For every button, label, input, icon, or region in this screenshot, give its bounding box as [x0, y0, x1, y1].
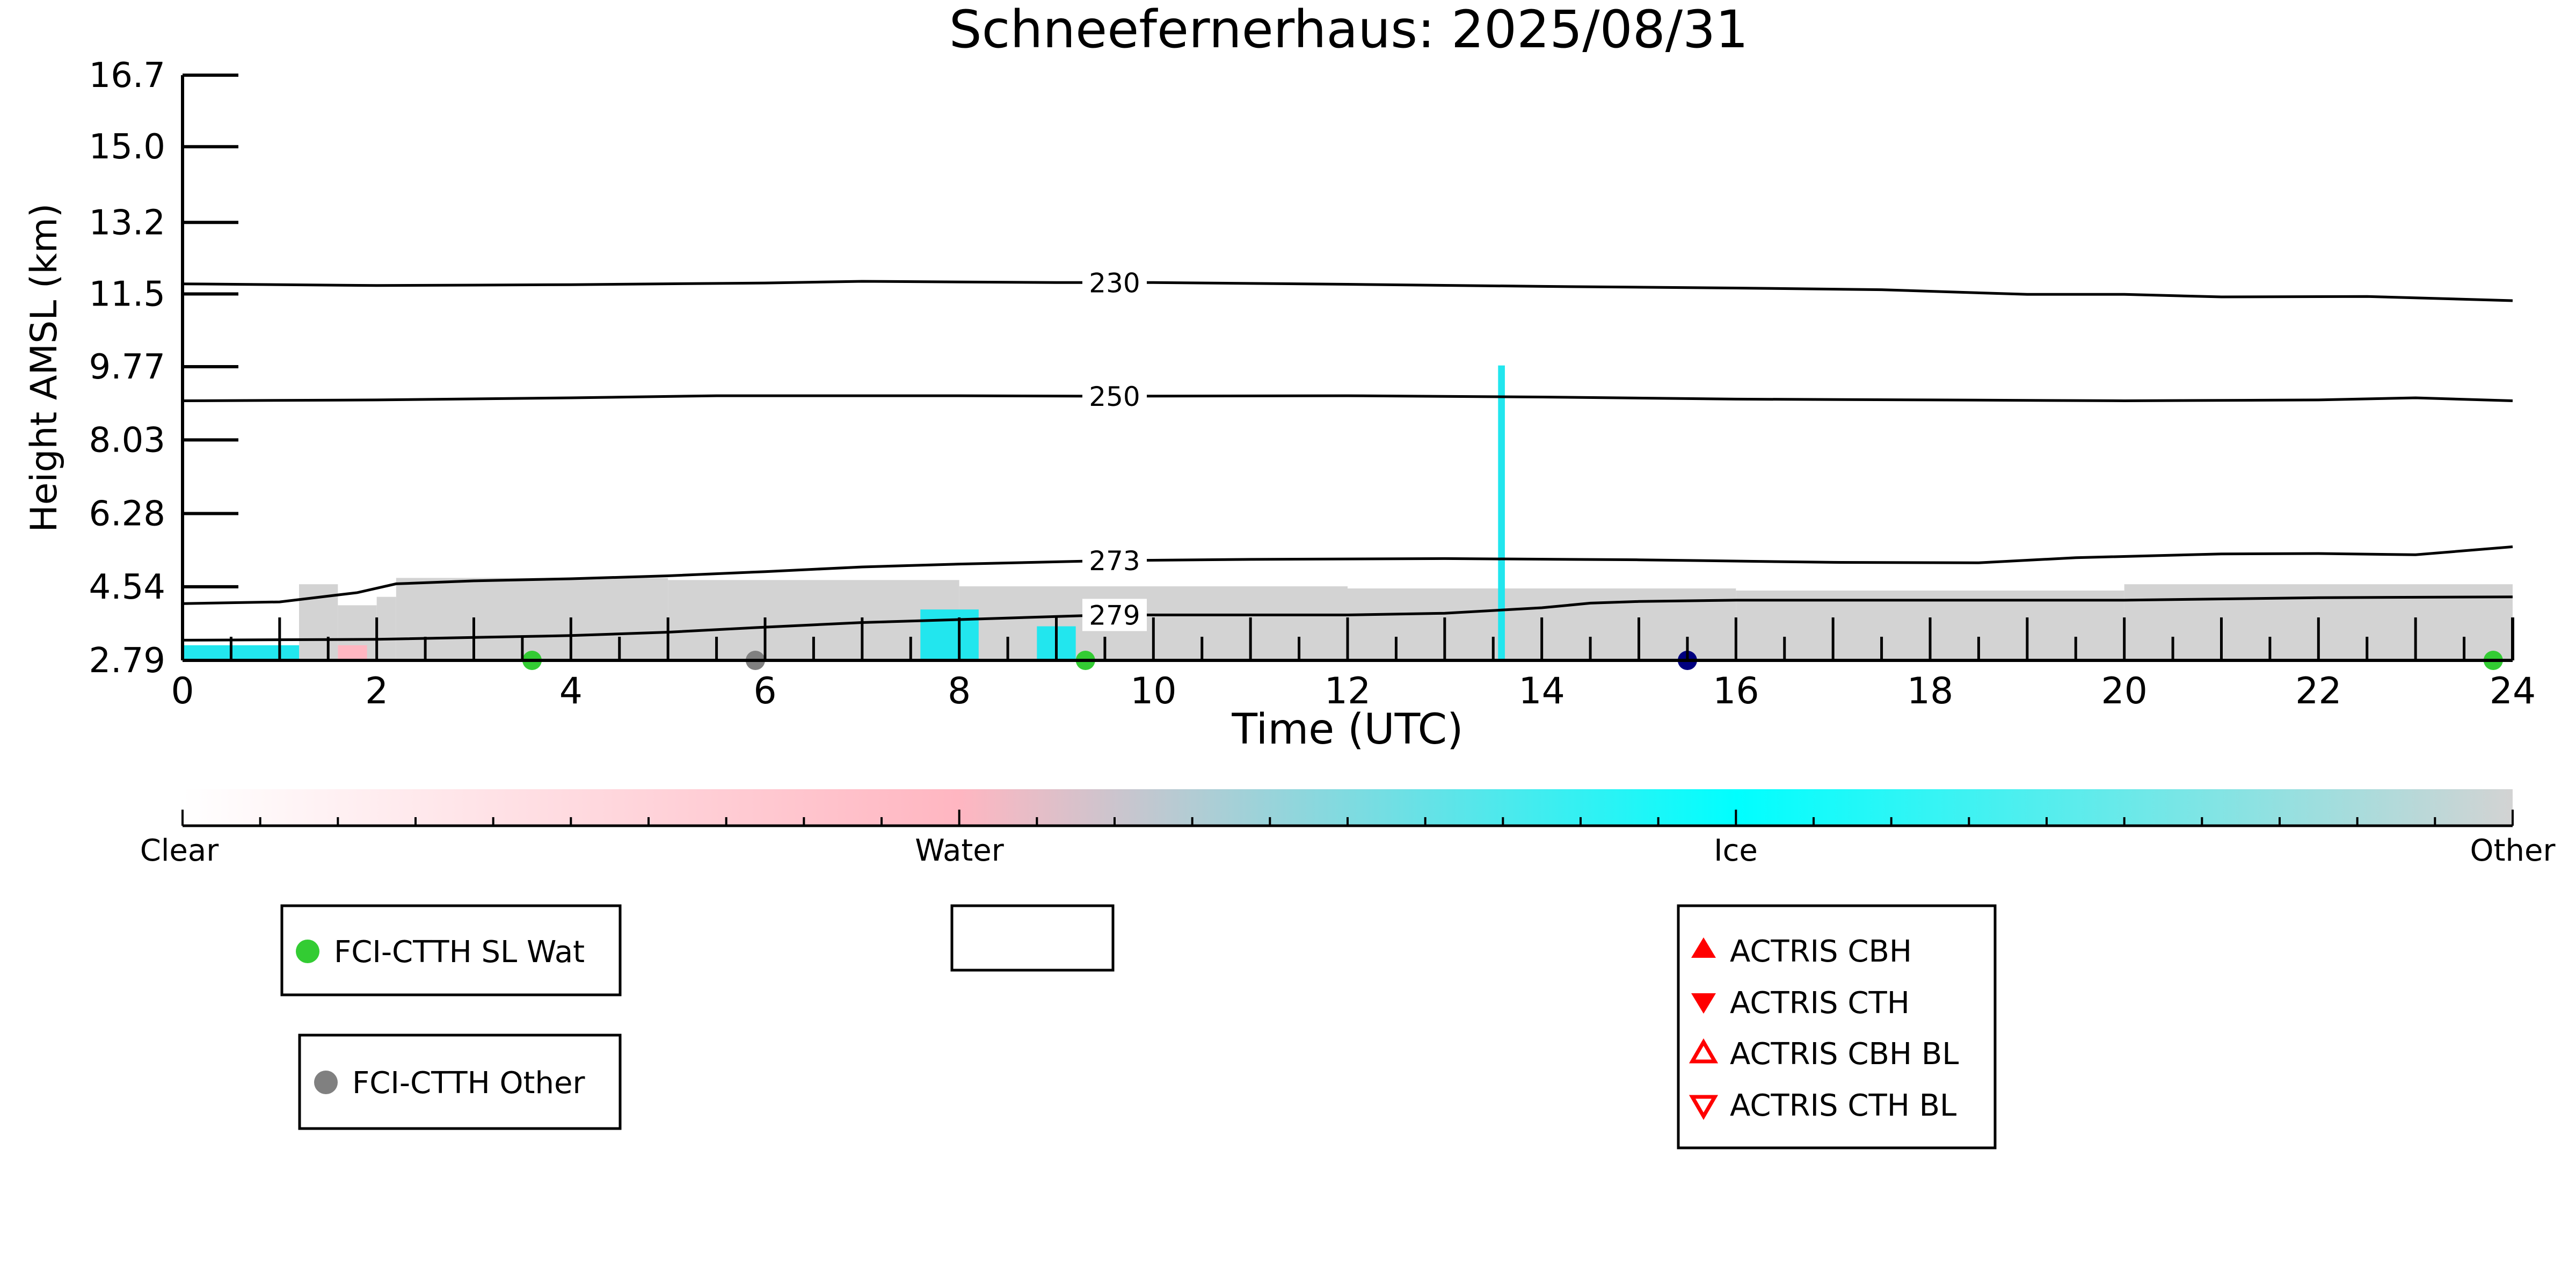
y-tick-label: 6.28 — [89, 494, 166, 534]
legend-marker-triangle-up-filled — [1691, 937, 1716, 958]
legend-frame — [1677, 904, 1997, 1149]
isotherm-line-250 — [182, 394, 2513, 403]
x-tick-label: 14 — [1518, 670, 1565, 712]
chart-title: Schneefernerhaus: 2025/08/31 — [949, 0, 1749, 60]
isotherm-label-bg — [1082, 544, 1147, 577]
x-tick-label: 12 — [1325, 670, 1371, 712]
legend-frame — [298, 1034, 622, 1130]
y-tick-label: 9.77 — [89, 347, 166, 387]
x-tick-label: 0 — [171, 670, 194, 712]
legend-empty — [950, 904, 1115, 972]
isotherm-label-bg — [1082, 266, 1147, 299]
x-tick-label: 4 — [559, 670, 583, 712]
legend-marker-gray-circle — [314, 1071, 338, 1094]
y-tick-label: 11.5 — [89, 274, 166, 314]
cloud-mask-ice — [920, 609, 979, 660]
y-tick-label: 4.54 — [89, 567, 166, 607]
x-tick-label: 16 — [1713, 670, 1759, 712]
x-tick-label: 10 — [1130, 670, 1177, 712]
x-tick-label: 6 — [753, 670, 776, 712]
y-tick-label: 16.7 — [89, 56, 166, 96]
y-tick-label: 2.79 — [89, 641, 166, 681]
legend-entry-label: ACTRIS CBH — [1730, 934, 1912, 969]
colorbar-label-clear: Clear — [140, 833, 219, 868]
cloud-mask-ice — [183, 645, 299, 660]
x-axis-label: Time (UTC) — [1231, 705, 1463, 754]
cloud-mask-ice — [1498, 365, 1505, 660]
isotherm-label-230: 230 — [1089, 267, 1140, 299]
y-tick-label: 15.0 — [89, 127, 166, 167]
colorbar-ticks — [181, 810, 2514, 826]
isotherm-label-250: 250 — [1089, 381, 1140, 412]
y-axis-label: Height AMSL (km) — [23, 203, 66, 533]
legend-fci-ctth-sl-wat: FCI-CTTH SL Wat — [280, 904, 622, 996]
isotherm-label-279: 279 — [1089, 600, 1140, 631]
legend-marker-triangle-down-open — [1689, 1095, 1719, 1120]
legend-marker-triangle-up-open — [1689, 1038, 1719, 1064]
legend-frame — [950, 904, 1115, 972]
legend-entry-label: FCI-CTTH Other — [352, 1066, 585, 1101]
isotherm-label-bg — [1082, 380, 1147, 412]
legend-entry-label: FCI-CTTH SL Wat — [334, 935, 585, 970]
y-tick-label: 8.03 — [89, 420, 166, 460]
isotherm-label-bg — [1082, 599, 1147, 631]
legend-actris: ACTRIS CBH ACTRIS CTH ACTRIS CBH BL ACTR… — [1677, 904, 1997, 1149]
plot-area: 230 250 273 279 2.79 4.54 6.28 8.03 9.77 11.5 13.… — [89, 56, 2536, 712]
cloud-mask-other — [376, 596, 396, 660]
legend-entry-label: ACTRIS CTH — [1730, 986, 1910, 1021]
colorbar: Clear Water Ice Other — [140, 789, 2556, 868]
legend-entry-label: ACTRIS CTH BL — [1730, 1088, 1956, 1123]
y-tick-label: 13.2 — [89, 203, 166, 243]
isotherm-label-273: 273 — [1089, 545, 1140, 577]
colorbar-label-other: Other — [2470, 833, 2556, 868]
legend-frame — [280, 904, 622, 996]
x-tick-label: 8 — [948, 670, 971, 712]
x-tick-label: 24 — [2490, 670, 2536, 712]
cloud-mask-other — [396, 578, 668, 660]
colorbar-label-ice: Ice — [1714, 833, 1758, 868]
x-tick-label: 18 — [1907, 670, 1954, 712]
cloud-mask-water — [338, 645, 367, 660]
x-tick-label: 2 — [365, 670, 388, 712]
colorbar-label-water: Water — [915, 833, 1005, 868]
x-tick-label: 22 — [2295, 670, 2342, 712]
legend-entry-label: ACTRIS CBH BL — [1730, 1037, 1959, 1072]
isotherm-line-230 — [182, 280, 2513, 302]
x-tick-label: 20 — [2101, 670, 2148, 712]
legend-marker-green-circle — [296, 940, 319, 963]
legend-fci-ctth-other: FCI-CTTH Other — [298, 1034, 622, 1130]
legend-marker-triangle-down-filled — [1691, 993, 1716, 1014]
